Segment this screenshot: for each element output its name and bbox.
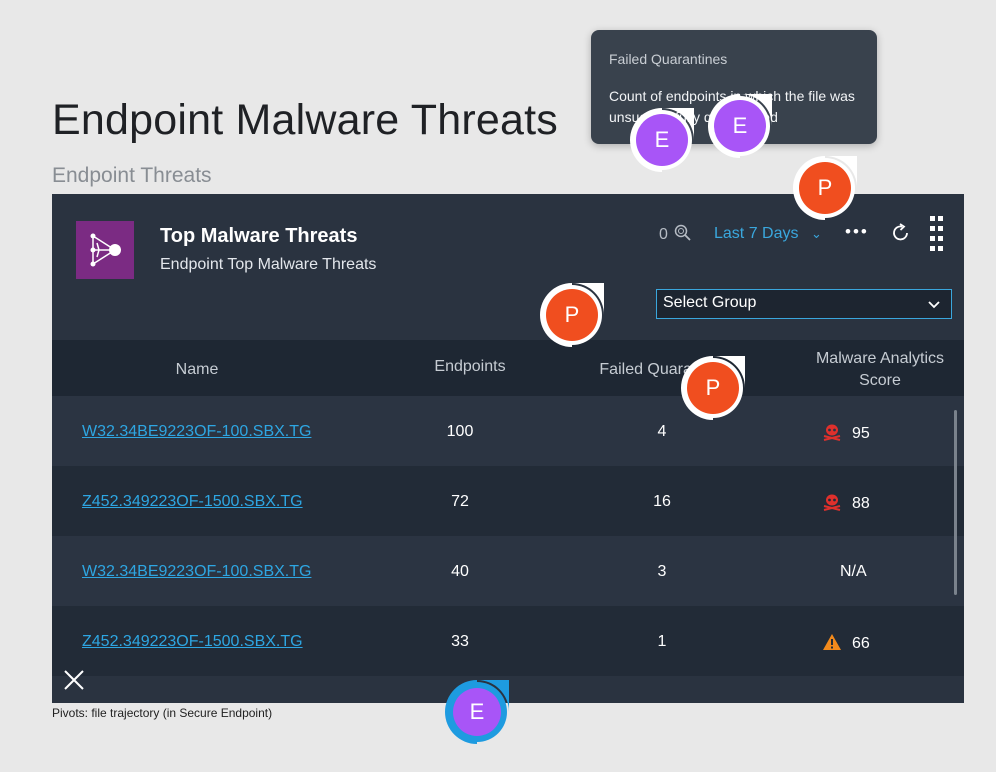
annotation-marker-p: P xyxy=(540,283,604,347)
failed-quarantines-cell: 1 xyxy=(657,633,667,650)
score-value: 95 xyxy=(852,425,870,442)
score-value: N/A xyxy=(840,563,867,580)
page-title: Endpoint Malware Threats xyxy=(52,96,558,144)
score-cell: 66 xyxy=(822,633,870,653)
score-cell: 88 xyxy=(822,493,870,513)
endpoints-cell: 33 xyxy=(451,633,469,650)
top-malware-threats-card: Top Malware Threats Endpoint Top Malware… xyxy=(52,194,964,703)
file-link[interactable]: W32.34BE9223OF-100.SBX.TG xyxy=(82,563,312,580)
refresh-icon[interactable] xyxy=(890,222,912,244)
warning-icon xyxy=(823,634,841,650)
table-header: Name Endpoints Failed Quarantines Malwar… xyxy=(52,340,964,396)
section-title: Endpoint Threats xyxy=(52,164,212,187)
column-score-line2: Score xyxy=(859,372,901,389)
column-endpoints[interactable]: Endpoints xyxy=(434,358,506,375)
table-row: W32.34BE9223OF-100.SBX.TG 40 3 N/A xyxy=(52,536,964,606)
chevron-down-icon: ⌄ xyxy=(810,226,822,241)
failed-quarantines-cell: 16 xyxy=(653,493,671,510)
endpoints-cell: 40 xyxy=(451,563,469,580)
more-options-icon[interactable]: ••• xyxy=(845,222,869,241)
skull-icon xyxy=(823,494,841,511)
group-select-value: Select Group xyxy=(663,294,757,311)
table-row: Z452.349223OF-1500.SBX.TG 72 16 88 xyxy=(52,466,964,536)
investigate-icon xyxy=(675,224,691,241)
failed-quarantines-cell: 3 xyxy=(657,563,667,580)
annotation-marker-p: P xyxy=(681,356,745,420)
table-row: Z452.349223OF-1500.SBX.TG 33 1 66 xyxy=(52,606,964,676)
annotation-marker-e: E xyxy=(708,94,772,158)
investigate-count[interactable]: 0 xyxy=(659,224,692,244)
time-range-dropdown[interactable]: Last 7 Days ⌄ xyxy=(714,225,822,243)
score-value: 66 xyxy=(852,635,870,652)
drag-handle-icon[interactable] xyxy=(930,216,944,252)
pivots-caption: Pivots: file trajectory (in Secure Endpo… xyxy=(52,706,273,720)
card-subtitle: Endpoint Top Malware Threats xyxy=(160,256,377,273)
failed-quarantines-cell: 4 xyxy=(657,423,667,440)
count-value: 0 xyxy=(659,226,668,243)
file-link[interactable]: W32.34BE9223OF-100.SBX.TG xyxy=(82,423,312,440)
score-cell: N/A xyxy=(840,563,867,581)
tooltip-title: Failed Quarantines xyxy=(609,51,728,67)
annotation-marker-e: E xyxy=(630,108,694,172)
card-title: Top Malware Threats xyxy=(160,225,358,247)
annotation-marker-e: E xyxy=(445,680,509,744)
column-name[interactable]: Name xyxy=(175,361,219,378)
skull-icon xyxy=(823,424,841,441)
column-score-line1: Malware Analytics xyxy=(815,350,945,367)
score-cell: 95 xyxy=(822,423,870,443)
endpoints-cell: 100 xyxy=(446,423,474,440)
table-row: W32.34BE9223OF-100.SBX.TG 100 4 95 xyxy=(52,396,964,466)
table-scrollbar[interactable] xyxy=(954,410,957,595)
column-malware-analytics-score[interactable]: Malware Analytics Score xyxy=(800,348,960,392)
file-link[interactable]: Z452.349223OF-1500.SBX.TG xyxy=(82,493,303,510)
endpoints-cell: 72 xyxy=(451,493,469,510)
close-icon[interactable] xyxy=(64,670,84,690)
score-value: 88 xyxy=(852,495,870,512)
file-link[interactable]: Z452.349223OF-1500.SBX.TG xyxy=(82,633,303,650)
malware-threats-logo-icon xyxy=(76,221,134,279)
chevron-down-icon xyxy=(928,301,940,309)
group-select[interactable]: Select Group xyxy=(656,289,952,319)
annotation-marker-p: P xyxy=(793,156,857,220)
time-range-label: Last 7 Days xyxy=(714,225,799,242)
